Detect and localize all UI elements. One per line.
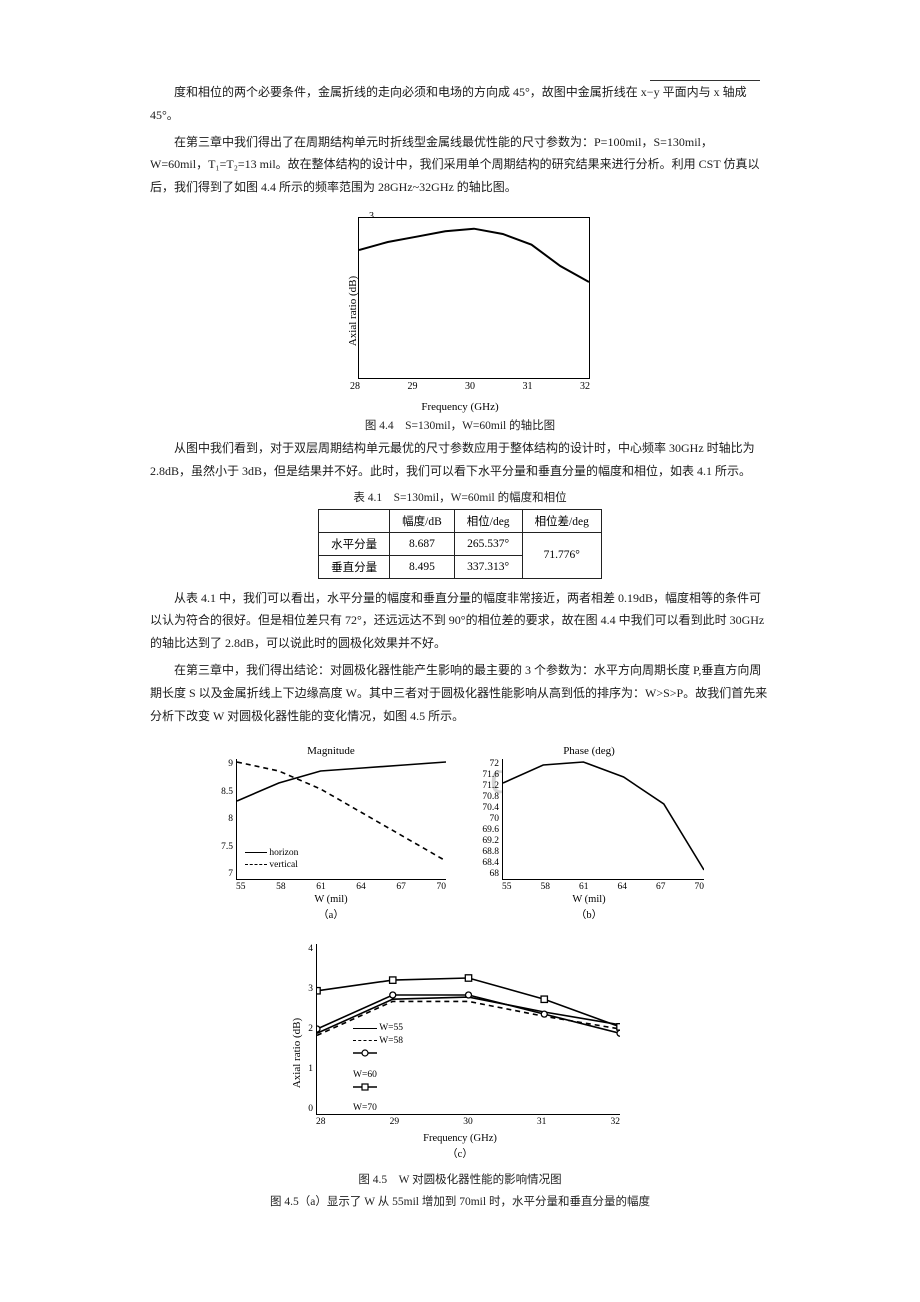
panel-a-title: Magnitude xyxy=(216,745,446,757)
panel-a-xlabel: W (mil) xyxy=(216,894,446,905)
fig44-ylabel: Axial ratio (dB) xyxy=(347,276,359,346)
fig-4-4: 0123 2829303132 Axial ratio (dB) Frequen… xyxy=(310,211,610,411)
panel-b-xlabel: W (mil) xyxy=(474,894,704,905)
panel-a-xticks: 555861646770 xyxy=(236,882,446,892)
paragraph: 度和相位的两个必要条件，金属折线的走向必须和电场的方向成 45°，故图中金属折线… xyxy=(150,81,770,127)
fig-4-5-ab: Magnitude 98.587.57 horizon vertical 555… xyxy=(120,745,800,922)
page: 度和相位的两个必要条件，金属折线的走向必须和电场的方向成 45°，故图中金属折线… xyxy=(120,0,800,1253)
panel-b-yticks: 7271.671.270.870.47069.669.268.868.468 xyxy=(473,759,499,879)
panel-b-sub: （b） xyxy=(474,907,704,922)
panel-b-xticks: 555861646770 xyxy=(502,882,704,892)
fig44-frame xyxy=(358,217,590,379)
fig45-caption: 图 4.5 W 对圆极化器性能的影响情况图 xyxy=(120,1171,800,1187)
paragraph: 从图中我们看到，对于双层周期结构单元最优的尺寸参数应用于整体结构的设计时，中心频… xyxy=(150,437,770,483)
panel-a-yticks: 98.587.57 xyxy=(213,759,233,879)
panel-a-sub: （a） xyxy=(216,907,446,922)
table41-caption: 表 4.1 S=130mil，W=60mil 的幅度和相位 xyxy=(120,489,800,505)
panel-c-xticks: 2829303132 xyxy=(316,1117,620,1127)
fig45-last-line: 图 4.5（a）显示了 W 从 55mil 增加到 70mil 时，水平分量和垂… xyxy=(120,1193,800,1209)
paragraph: 从表 4.1 中，我们可以看出，水平分量的幅度和垂直分量的幅度非常接近，两者相差… xyxy=(150,587,770,655)
panel-c-sub: （c） xyxy=(300,1146,620,1161)
panel-a-legend: horizon vertical xyxy=(245,847,298,872)
fig45-panel-a: Magnitude 98.587.57 horizon vertical 555… xyxy=(216,745,446,922)
table-4-1: 幅度/dB相位/deg相位差/deg水平分量8.687265.537°71.77… xyxy=(318,509,602,579)
fig44-xlabel: Frequency (GHz) xyxy=(310,401,610,413)
fig45-panel-b: Phase (deg) 7271.671.270.870.47069.669.2… xyxy=(474,745,704,922)
fig45-panel-c: Axial ratio (dB) 43210 W=55 W=58 W=60 W=… xyxy=(300,944,620,1161)
panel-c-xlabel: Frequency (GHz) xyxy=(300,1133,620,1144)
panel-b-title: Phase (deg) xyxy=(474,745,704,757)
panel-c-yticks: 43210 xyxy=(301,944,313,1114)
fig44-caption: 图 4.4 S=130mil，W=60mil 的轴比图 xyxy=(120,417,800,433)
paragraph: 在第三章中，我们得出结论：对圆极化器性能产生影响的最主要的 3 个参数为：水平方… xyxy=(150,659,770,727)
paragraph: 在第三章中我们得出了在周期结构单元时折线型金属线最优性能的尺寸参数为：P=100… xyxy=(150,131,770,199)
panel-c-legend: W=55 W=58 W=60 W=70 xyxy=(353,1022,403,1115)
